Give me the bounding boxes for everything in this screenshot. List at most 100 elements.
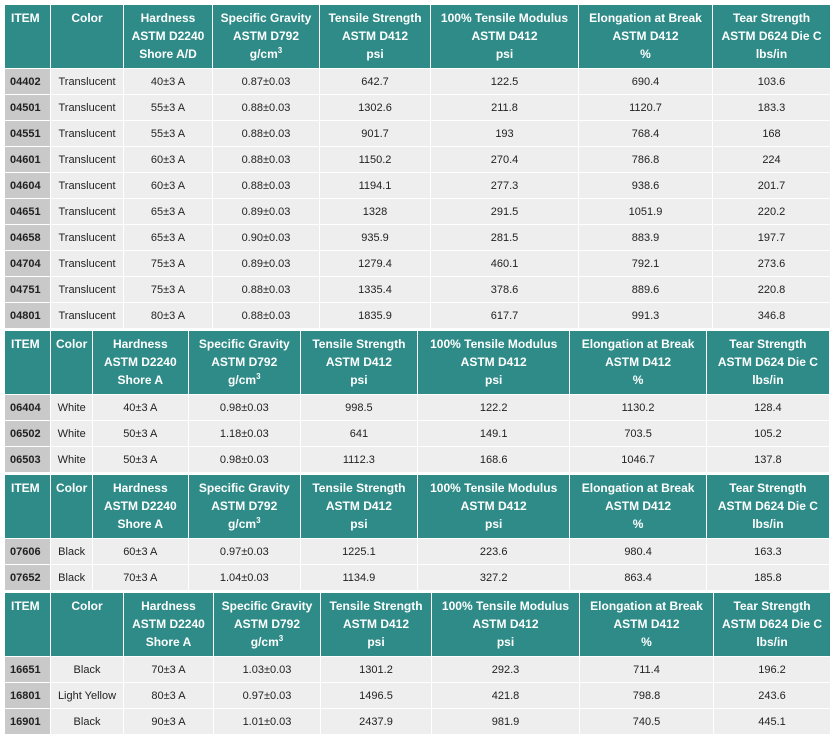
header-line: ASTM D412 (471, 29, 538, 43)
cell-elongation: 883.9 (579, 225, 712, 250)
header-row: ITEM Color Hardness ASTM D2240 Shore A Specif… (5, 331, 829, 394)
cell-color: Black (51, 709, 123, 734)
cell-tensile-strength: 1496.5 (321, 683, 431, 708)
header-line: ASTM D792 (211, 499, 278, 513)
header-line: ITEM (11, 337, 40, 351)
header-line: ASTM D412 (605, 355, 672, 369)
cell-tear-strength: 137.8 (706, 447, 829, 472)
header-line: ASTM D624 Die C (721, 617, 823, 631)
cell-tensile-modulus: 211.8 (431, 95, 578, 120)
cell-hardness: 60±3 A (92, 539, 188, 564)
cell-specific-gravity: 0.89±0.03 (213, 199, 319, 224)
cell-item: 16801 (5, 683, 50, 708)
header-line: ASTM D412 (341, 29, 409, 43)
header-line: Tensile Strength (328, 11, 422, 25)
cell-tensile-strength: 1302.6 (320, 95, 430, 120)
cell-tensile-modulus: 168.6 (417, 447, 570, 472)
cell-hardness: 80±3 A (124, 683, 213, 708)
header-line: ASTM D624 Die C (721, 29, 822, 43)
header-hardness: Hardness ASTM D2240 Shore A (92, 475, 188, 538)
cell-tear-strength: 243.6 (714, 683, 830, 708)
cell-item: 04651 (5, 199, 50, 224)
cell-tensile-modulus: 981.9 (432, 709, 579, 734)
table-row: 04601 Translucent 60±3 A 0.88±0.03 1150.2 270… (5, 147, 830, 172)
cell-tensile-strength: 642.7 (320, 69, 430, 94)
cell-elongation: 1130.2 (570, 395, 706, 420)
cell-hardness: 75±3 A (124, 277, 212, 302)
table-row: 04704 Translucent 75±3 A 0.89±0.03 1279.4 460… (5, 251, 830, 276)
cell-item: 06503 (5, 447, 51, 472)
header-line: Tear Strength (732, 11, 811, 25)
cell-specific-gravity: 0.88±0.03 (213, 277, 319, 302)
header-tear-strength: Tear Strength ASTM D624 Die C lbs/in (713, 5, 830, 68)
cell-tear-strength: 197.7 (713, 225, 830, 250)
header-line: ASTM D2240 (103, 355, 177, 369)
header-color: Color (51, 331, 92, 394)
spec-table-mixed: ITEM Color Hardness ASTM D2240 Shore A Specif… (4, 592, 831, 735)
header-line: ASTM D412 (605, 499, 672, 513)
header-elongation: Elongation at Break ASTM D412% (570, 331, 706, 394)
cell-color: Translucent (51, 199, 123, 224)
cell-hardness: 90±3 A (124, 709, 213, 734)
cell-tensile-modulus: 149.1 (417, 421, 570, 446)
cell-item: 04551 (5, 121, 50, 146)
header-line: Specific Gravity (220, 11, 312, 25)
header-tear-strength: Tear Strength ASTM D624 Die C lbs/in (706, 475, 829, 538)
cell-tear-strength: 105.2 (706, 421, 829, 446)
header-line: ITEM (11, 11, 40, 25)
cell-hardness: 60±3 A (124, 173, 212, 198)
cell-tensile-strength: 935.9 (320, 225, 430, 250)
cell-elongation: 798.8 (580, 683, 713, 708)
header-line: ASTM D2240 (132, 617, 205, 631)
cell-specific-gravity: 0.97±0.03 (214, 683, 320, 708)
header-line: Tensile Strength (329, 599, 423, 613)
header-line: ASTM D2240 (131, 29, 205, 43)
cell-tensile-modulus: 277.3 (431, 173, 578, 198)
cell-specific-gravity: 0.87±0.03 (213, 69, 319, 94)
cell-color: Translucent (51, 277, 123, 302)
header-line: psi (367, 635, 385, 649)
cell-item: 07652 (5, 565, 51, 590)
header-line: 100% Tensile Modulus (440, 11, 569, 25)
header-line: Hardness (140, 11, 196, 25)
cell-tensile-modulus: 327.2 (417, 565, 570, 590)
cell-tensile-strength: 1301.2 (321, 657, 431, 682)
header-line: Color (55, 337, 88, 351)
cell-item: 06404 (5, 395, 51, 420)
table-row: 04751 Translucent 75±3 A 0.88±0.03 1335.4 378… (5, 277, 830, 302)
cell-tear-strength: 128.4 (706, 395, 829, 420)
header-line: Shore A (117, 517, 164, 531)
cell-tensile-strength: 1328 (320, 199, 430, 224)
cell-specific-gravity: 0.88±0.03 (213, 303, 319, 328)
cell-color: Black (51, 657, 123, 682)
header-elongation: Elongation at Break ASTM D412% (580, 593, 713, 656)
cell-tensile-strength: 1835.9 (320, 303, 430, 328)
cell-elongation: 1051.9 (579, 199, 712, 224)
header-line: ASTM D412 (460, 499, 527, 513)
header-row: ITEM Color Hardness ASTM D2240 Shore A Specif… (5, 475, 829, 538)
table-body: 16651 Black 70±3 A 1.03±0.03 1301.2 292.3 711.… (5, 657, 830, 734)
header-line: ASTM D412 (325, 355, 392, 369)
header-line: 100% Tensile Modulus (441, 599, 570, 613)
table-body: 06404 White 40±3 A 0.98±0.03 998.5 122.2 1130.… (5, 395, 829, 472)
header-line: % (632, 373, 644, 387)
header-line: 100% Tensile Modulus (430, 481, 558, 495)
cell-tensile-modulus: 193 (431, 121, 578, 146)
cell-specific-gravity: 0.98±0.03 (188, 447, 300, 472)
cell-item: 16651 (5, 657, 50, 682)
header-line: Hardness (141, 599, 196, 613)
header-line: Specific Gravity (198, 337, 290, 351)
header-line: psi (350, 373, 368, 387)
header-line: Hardness (112, 481, 168, 495)
header-line: psi (485, 373, 503, 387)
cell-item: 06502 (5, 421, 51, 446)
header-line: Hardness (112, 337, 168, 351)
header-line: Elongation at Break (589, 11, 702, 25)
header-tear-strength: Tear Strength ASTM D624 Die C lbs/in (714, 593, 830, 656)
header-tensile-modulus: 100% Tensile Modulus ASTM D412 psi (431, 5, 578, 68)
header-elongation: Elongation at Break ASTM D412% (570, 475, 706, 538)
cell-item: 04601 (5, 147, 50, 172)
header-line: Shore A/D (139, 47, 197, 61)
cell-tear-strength: 273.6 (713, 251, 830, 276)
header-tensile-strength: Tensile Strength ASTM D412 psi (300, 331, 417, 394)
